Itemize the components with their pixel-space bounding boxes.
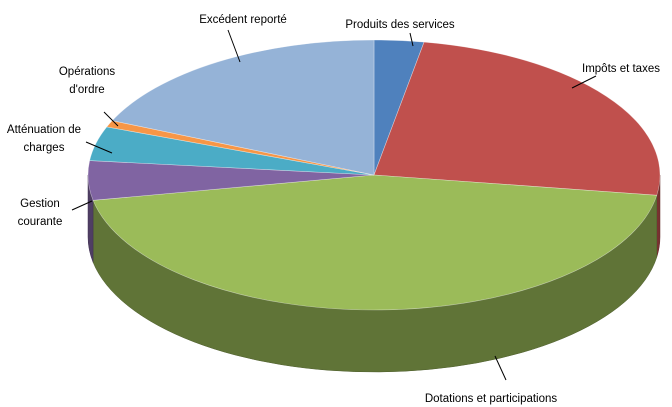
slice-label: Impôts et taxes <box>582 63 660 75</box>
slice-label: Gestion courante <box>17 198 63 228</box>
leader-line <box>409 32 414 47</box>
leader-line <box>571 75 597 89</box>
leader-line <box>494 355 507 381</box>
slice-label: Produits des services <box>345 19 455 31</box>
leader-line <box>85 141 113 154</box>
slice-label: Atténuation de charges <box>6 124 82 154</box>
slice <box>373 41 661 196</box>
leader-line <box>71 200 93 211</box>
slice <box>111 39 375 176</box>
leader-line <box>227 29 241 63</box>
slice <box>92 174 658 311</box>
slice-label: Excédent reporté <box>199 14 287 26</box>
leader-line <box>103 111 119 127</box>
slice-label: Opérations d'ordre <box>58 66 116 96</box>
slice-label: Dotations et participations <box>424 393 558 405</box>
